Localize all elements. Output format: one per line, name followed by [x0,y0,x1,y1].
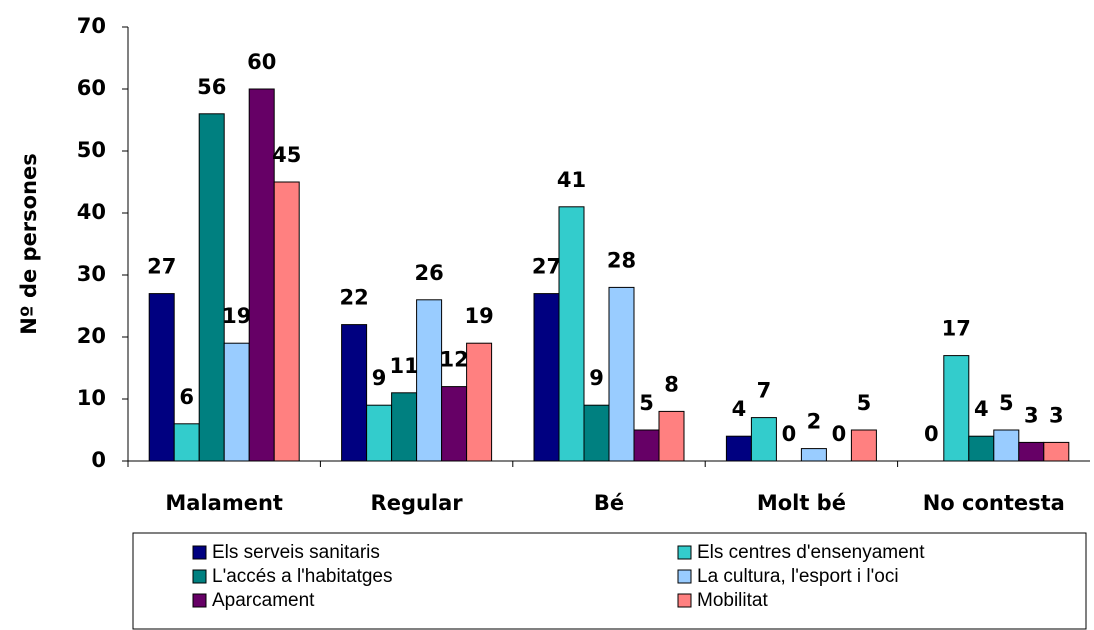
bar [750,417,777,462]
x-tick-label: No contesta [923,491,1065,515]
data-label: 19 [464,304,493,328]
bar [943,355,970,462]
legend-box [132,532,1087,630]
x-tick-label: Regular [371,491,464,515]
y-tick-label: 30 [77,262,106,286]
legend-swatch [677,593,692,608]
data-label: 41 [557,168,586,192]
bar [391,392,418,462]
bar [633,429,660,462]
bar [968,435,995,462]
data-label: 6 [179,385,194,409]
data-label: 0 [832,422,847,446]
bar [800,448,827,462]
data-label: 7 [757,379,772,403]
bar [173,423,200,462]
data-label: 12 [439,348,468,372]
x-tick-label: Bé [594,491,624,515]
data-label: 28 [607,248,636,272]
data-label: 8 [664,372,679,396]
legend-swatch [192,569,207,584]
x-tick-label: Malament [165,491,283,515]
data-label: 4 [974,397,989,421]
data-label: 19 [222,304,251,328]
data-label: 5 [999,391,1014,415]
data-label: 26 [414,261,443,285]
bar [148,293,175,462]
y-tick-label: 0 [91,448,106,472]
data-label: 3 [1049,403,1064,427]
legend-label: Els serveis sanitaris [212,542,380,563]
bar [558,206,585,462]
data-label: 27 [147,255,176,279]
legend-swatch [677,569,692,584]
bar [1018,441,1045,462]
bar [850,429,877,462]
bar [366,404,393,462]
x-tick-label: Molt bé [757,491,846,515]
bar [725,435,752,462]
data-label: 0 [782,422,797,446]
bar [441,386,468,462]
data-label: 45 [272,143,301,167]
bar [466,342,493,462]
data-label: 2 [807,410,822,434]
data-label: 3 [1024,403,1039,427]
data-label: 9 [372,366,387,390]
legend-label: Els centres d'ensenyament [697,542,925,563]
bar [416,299,443,462]
data-label: 60 [247,50,276,74]
data-label: 27 [532,255,561,279]
bar [223,342,250,462]
bar [273,181,300,462]
y-tick-label: 50 [77,138,106,162]
data-label: 5 [639,391,654,415]
legend-swatch [192,545,207,560]
bar [1043,441,1070,462]
y-tick-label: 40 [77,200,106,224]
bar [608,286,635,462]
data-label: 22 [339,286,368,310]
legend-label: Mobilitat [697,590,768,611]
bar [198,113,225,462]
y-tick-label: 60 [77,76,106,100]
bar [993,429,1020,462]
data-label: 11 [389,354,418,378]
legend-label: La cultura, l'esport i l'oci [697,566,899,587]
legend-swatch [677,545,692,560]
data-label: 17 [942,317,971,341]
legend-label: L'accés a l'habitatges [212,566,392,587]
y-tick-label: 70 [77,14,106,38]
bar [248,88,275,462]
bar [533,293,560,462]
bar [341,324,368,462]
data-label: 0 [924,422,939,446]
data-label: 56 [197,75,226,99]
data-label: 9 [589,366,604,390]
bar [658,410,685,462]
y-tick-label: 20 [77,324,106,348]
legend-label: Aparcament [212,590,315,611]
legend-swatch [192,593,207,608]
data-label: 5 [857,391,872,415]
y-axis-label: Nº de persones [17,153,41,335]
data-label: 4 [732,397,747,421]
bar [583,404,610,462]
y-tick-label: 10 [77,386,106,410]
